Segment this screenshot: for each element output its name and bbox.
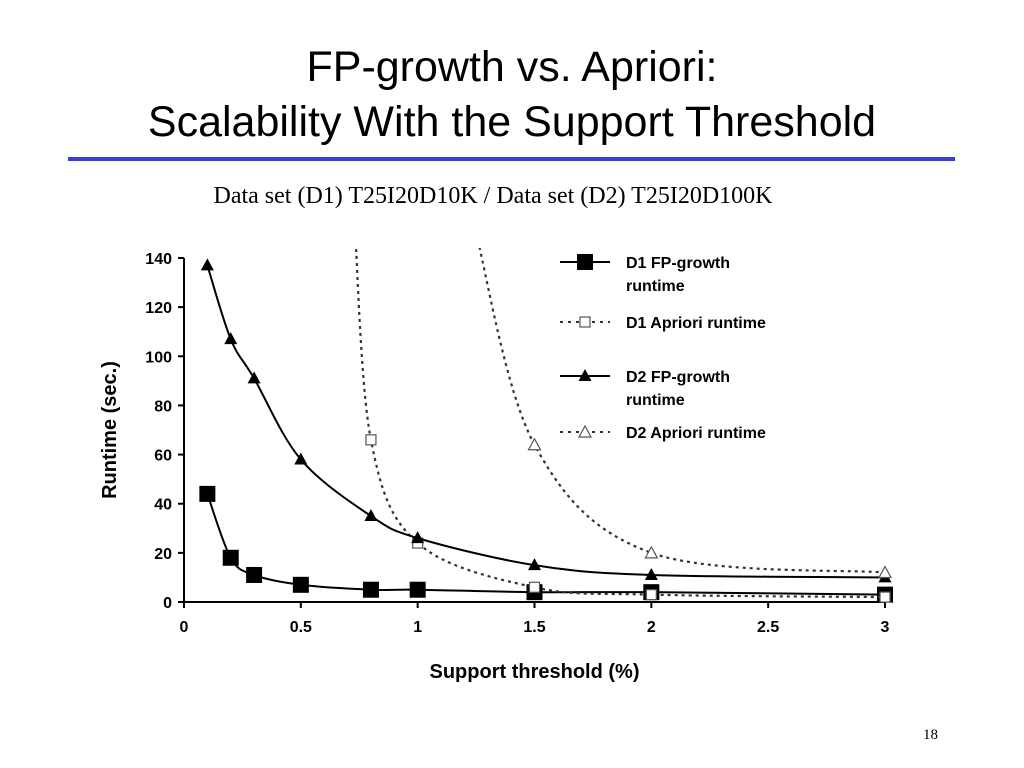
legend-label: runtime bbox=[626, 278, 685, 295]
series-2-point bbox=[644, 567, 658, 580]
series-1-point bbox=[879, 591, 891, 603]
series-2-point bbox=[364, 509, 378, 521]
legend-marker bbox=[577, 254, 593, 270]
series-2-point bbox=[294, 452, 308, 465]
series-2-point bbox=[411, 531, 425, 544]
legend-label: D2 FP-growth bbox=[626, 369, 730, 386]
series-3-point bbox=[527, 437, 542, 451]
legend-marker bbox=[578, 369, 592, 381]
x-tick-label: 2.5 bbox=[757, 619, 779, 636]
legend-marker bbox=[579, 316, 591, 328]
y-tick-label: 60 bbox=[154, 448, 172, 465]
series-2-point bbox=[224, 332, 238, 345]
x-tick-label: 1.5 bbox=[523, 619, 545, 636]
legend-label: runtime bbox=[626, 392, 685, 409]
series-0-point bbox=[362, 581, 379, 598]
series-0-point bbox=[222, 549, 239, 566]
x-tick-label: 0.5 bbox=[290, 619, 312, 636]
x-tick-label: 1 bbox=[413, 619, 422, 636]
title-underline bbox=[68, 157, 955, 161]
page-number: 18 bbox=[923, 727, 938, 743]
y-tick-label: 80 bbox=[154, 398, 172, 415]
y-tick-label: 120 bbox=[145, 300, 172, 317]
y-tick-label: 20 bbox=[154, 546, 172, 563]
y-tick-label: 0 bbox=[163, 595, 172, 612]
y-tick-label: 140 bbox=[145, 251, 172, 268]
series-3-point bbox=[877, 565, 893, 579]
slide-subtitle: Data set (D1) T25I20D10K / Data set (D2)… bbox=[213, 183, 773, 209]
x-tick-label: 0 bbox=[180, 619, 189, 636]
series-line-2 bbox=[206, 265, 886, 579]
x-axis-label: Support threshold (%) bbox=[430, 661, 640, 683]
x-tick-label: 2 bbox=[647, 619, 656, 636]
series-2-point bbox=[200, 258, 214, 271]
series-0-point bbox=[409, 581, 426, 598]
series-2-point bbox=[528, 558, 541, 571]
series-1-point bbox=[528, 581, 541, 593]
series-3-point bbox=[644, 545, 659, 559]
series-2-point bbox=[247, 371, 261, 384]
legend-label: D1 FP-growth bbox=[626, 255, 730, 272]
series-line-3 bbox=[478, 248, 886, 574]
series-0-point bbox=[199, 485, 216, 502]
y-axis-label: Runtime (sec.) bbox=[99, 361, 121, 499]
series-1-point bbox=[365, 434, 377, 446]
legend-label: D2 Apriori runtime bbox=[626, 425, 766, 442]
title-line-1: FP-growth vs. Apriori: bbox=[306, 43, 718, 91]
series-0-point bbox=[246, 566, 263, 583]
legend-marker bbox=[577, 424, 593, 438]
y-tick-label: 100 bbox=[145, 349, 172, 366]
y-tick-label: 40 bbox=[154, 497, 172, 514]
series-line-0 bbox=[206, 493, 886, 596]
series-line-1 bbox=[354, 248, 886, 599]
title-line-2: Scalability With the Support Threshold bbox=[147, 98, 877, 146]
series-1-point bbox=[645, 589, 657, 601]
chart-container: 0 20 40 60 80 100 120 140 0 0.5 1 1.5 2 2.5 3 Support t… bbox=[90, 236, 910, 696]
x-tick-label: 3 bbox=[881, 619, 890, 636]
runtime-chart: 0 20 40 60 80 100 120 140 0 0.5 1 1.5 2 2.5 3 Support t… bbox=[99, 248, 893, 683]
slide-title: FP-growth vs. Apriori: Scalability With … bbox=[0, 40, 1024, 150]
series-0-point bbox=[292, 576, 309, 593]
legend-label: D1 Apriori runtime bbox=[626, 315, 766, 332]
